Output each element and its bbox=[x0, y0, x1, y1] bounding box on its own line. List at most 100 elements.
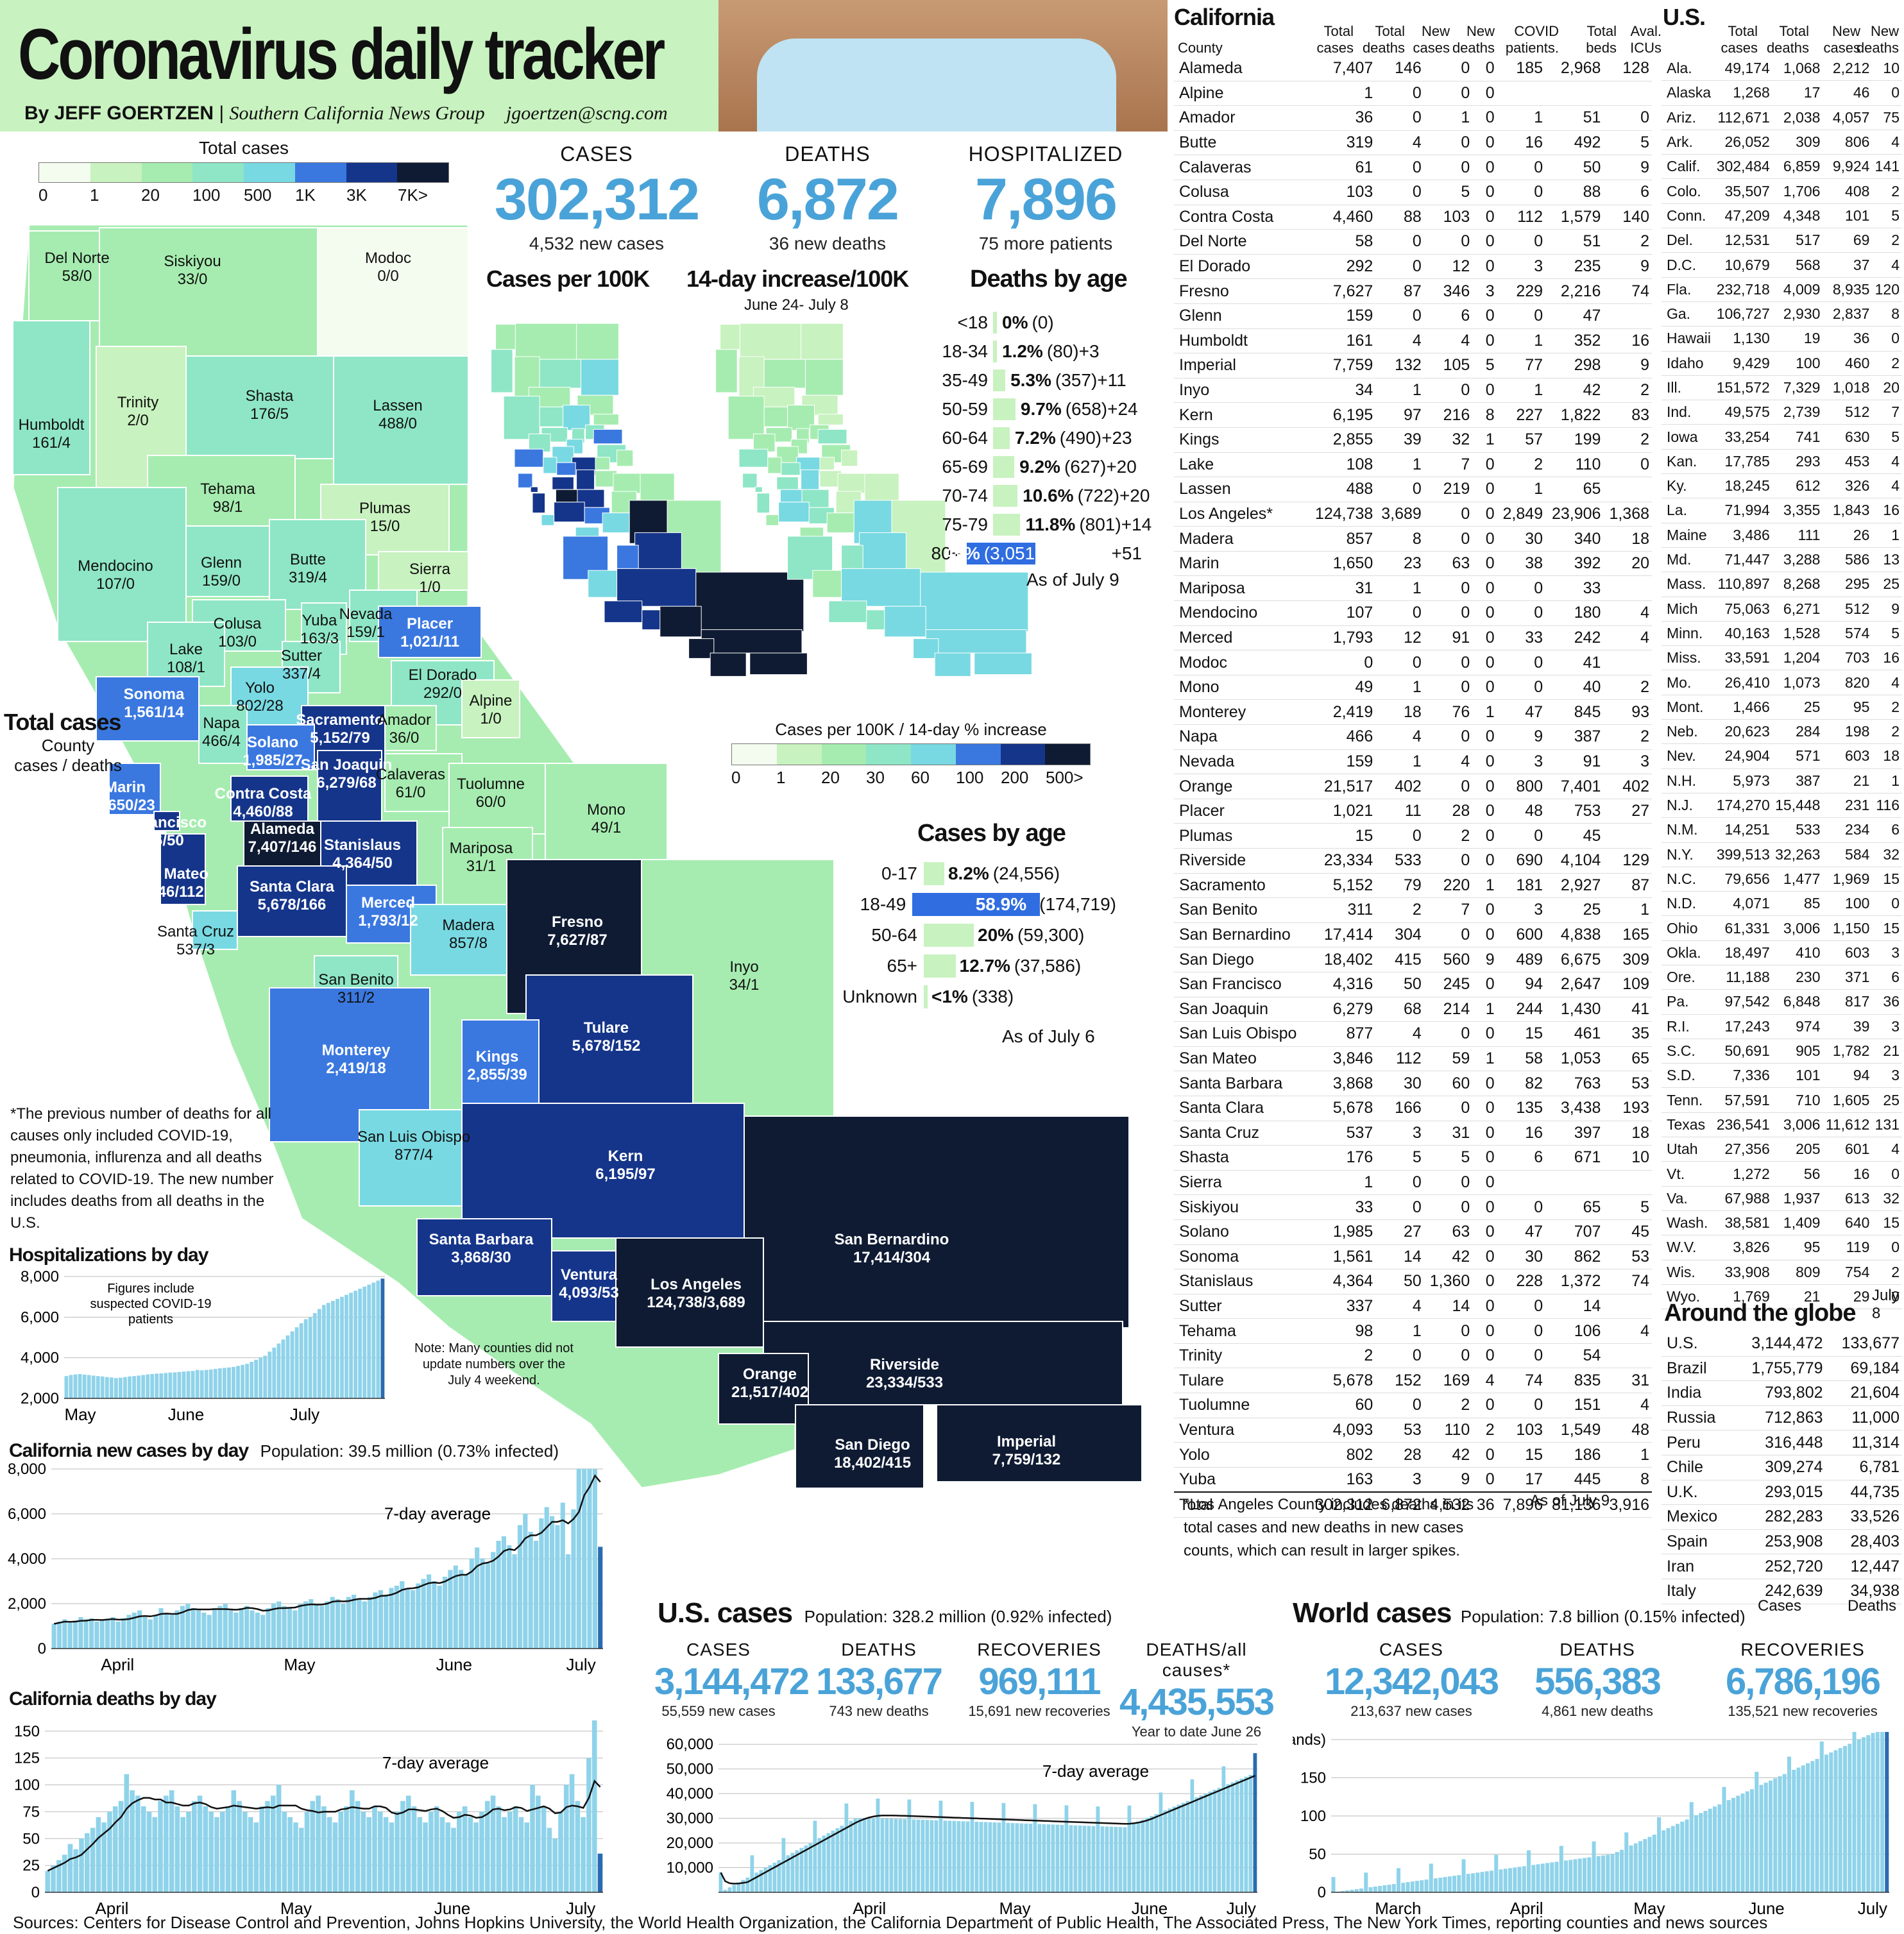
ca-table-row-cell: 292 bbox=[1308, 254, 1376, 280]
ca-table-row-cell: 0 bbox=[1472, 675, 1497, 700]
mini-county-shape bbox=[593, 414, 619, 425]
bar bbox=[191, 1608, 196, 1649]
ca-table-row-cell: 63 bbox=[1424, 1219, 1473, 1245]
county-shape bbox=[96, 676, 200, 742]
ca-table-row-cell: 3 bbox=[1603, 749, 1652, 775]
ca-table-row-cell: 151 bbox=[1545, 1393, 1604, 1418]
bar bbox=[400, 1801, 405, 1892]
bar bbox=[394, 1586, 400, 1649]
bar bbox=[303, 1601, 309, 1649]
mini-county-shape bbox=[495, 324, 516, 350]
ca-table-row-cell: 560 bbox=[1424, 947, 1473, 972]
bar bbox=[965, 1821, 970, 1892]
bar bbox=[1082, 1826, 1087, 1892]
bar bbox=[146, 1374, 150, 1398]
us-table-row-cell: 1,477 bbox=[1772, 867, 1823, 892]
bar bbox=[507, 1545, 512, 1649]
us-table-row-cell: 2 bbox=[1872, 351, 1902, 376]
county-name-label: San Bernardino bbox=[835, 1231, 949, 1248]
us-table-row-name: Neb. bbox=[1662, 719, 1714, 745]
bar bbox=[321, 1305, 326, 1398]
ca-table-row-cell: 1 bbox=[1375, 452, 1424, 478]
bar bbox=[763, 1867, 768, 1892]
x-tick-label: May bbox=[284, 1655, 315, 1674]
us-cases-block: CASES 3,144,472 55,559 new cases bbox=[654, 1640, 810, 1720]
x-tick-label: May bbox=[999, 1899, 1030, 1918]
bar bbox=[416, 1583, 421, 1649]
globe-table-row-cell: 69,184 bbox=[1825, 1356, 1902, 1382]
us-table-row-cell: 4 bbox=[1872, 130, 1902, 155]
ca-table-row-cell: 3 bbox=[1375, 1121, 1424, 1146]
us-table-row: Mich 75,063 6,271 512 9 bbox=[1662, 597, 1902, 622]
county-value-label: 7,407/146 bbox=[248, 838, 317, 856]
cases-age-count: (24,556) bbox=[992, 863, 1060, 883]
ca-table-row-cell: 15 bbox=[1497, 1442, 1546, 1468]
ca-table-row: Mono 49 1 0 0 0 40 2 bbox=[1174, 675, 1652, 700]
county-value-label: 4,460/88 bbox=[233, 803, 293, 820]
us-table-row-cell: 32 bbox=[1872, 842, 1902, 867]
us-cases-title: U.S. cases bbox=[658, 1597, 793, 1629]
bar bbox=[1615, 1852, 1619, 1892]
bar bbox=[290, 1331, 294, 1398]
county-shape bbox=[384, 705, 437, 751]
ca-table-row-cell: 2 bbox=[1424, 823, 1473, 849]
us-table-row-cell: 568 bbox=[1772, 252, 1823, 278]
ca-table-row-cell: 0 bbox=[1424, 675, 1473, 700]
ca-table-row-cell: 5 bbox=[1472, 353, 1497, 378]
us-table-row-cell: 141 bbox=[1872, 154, 1902, 180]
deaths-age-label: 80+ bbox=[931, 543, 962, 563]
us-table-row-cell: 1,528 bbox=[1772, 621, 1823, 647]
byline-email[interactable]: jgoertzen@scng.com bbox=[506, 103, 668, 124]
bar bbox=[1217, 1788, 1221, 1892]
county-name-label: Alpine bbox=[470, 692, 513, 709]
ca-table-row-cell: 4 bbox=[1603, 625, 1652, 651]
county-value-label: 98/1 bbox=[213, 498, 243, 516]
x-tick-label: March bbox=[1375, 1899, 1421, 1918]
us-table-row-cell: 295 bbox=[1823, 572, 1873, 597]
bar bbox=[831, 1830, 835, 1892]
bar bbox=[1731, 1797, 1736, 1892]
ca-table-row: Sutter 337 4 14 0 0 14 bbox=[1174, 1294, 1652, 1319]
county-value-label: 15/0 bbox=[370, 518, 400, 535]
bar bbox=[180, 1606, 185, 1649]
bar bbox=[1190, 1779, 1194, 1892]
county-value-label: 31/1 bbox=[466, 858, 497, 875]
mini-legend-swatch bbox=[955, 744, 1001, 765]
bar bbox=[115, 1622, 121, 1649]
us-table-row-cell: 4 bbox=[1872, 1137, 1902, 1162]
us-table-row-name: Pa. bbox=[1662, 989, 1714, 1015]
bar bbox=[201, 1613, 207, 1649]
y-tick-label: 100 bbox=[1300, 1808, 1326, 1825]
us-table-row-cell: 37 bbox=[1823, 252, 1873, 278]
ca-table-row-cell: 0 bbox=[1603, 452, 1652, 478]
bar bbox=[265, 1801, 270, 1892]
ca-table-row-cell: 0 bbox=[1472, 1145, 1497, 1171]
us-deaths-value: 133,677 bbox=[816, 1661, 943, 1702]
us-table-row-cell: 3 bbox=[1872, 1014, 1902, 1039]
ca-table-row-cell: 54 bbox=[1545, 1343, 1604, 1369]
ca-table-row-cell: 1 bbox=[1308, 1170, 1376, 1196]
county-value-label: 466/4 bbox=[202, 733, 241, 750]
bar bbox=[371, 1282, 376, 1398]
world-deaths-block: DEATHS 556,383 4,861 new deaths bbox=[1520, 1640, 1674, 1720]
ca-table-row-cell: 0 bbox=[1375, 600, 1424, 626]
county-name-label: Napa bbox=[203, 715, 240, 732]
mini-legend-swatch bbox=[732, 744, 777, 765]
ca-cases-block: CASES 302,312 4,532 new cases bbox=[494, 142, 701, 254]
bar bbox=[99, 1620, 105, 1649]
mini-county-shape bbox=[695, 572, 804, 632]
us-table-row-cell: 36 bbox=[1823, 326, 1873, 352]
x-tick-label: May bbox=[1633, 1899, 1665, 1918]
bar bbox=[1177, 1804, 1181, 1892]
us-table-row-cell: 94 bbox=[1823, 1063, 1873, 1089]
ca-table-row: Sacramento 5,152 79 220 1 181 2,927 87 bbox=[1174, 873, 1652, 899]
us-table-row-cell: 5,973 bbox=[1713, 768, 1772, 793]
bar bbox=[1819, 1741, 1824, 1892]
ca-table-row-cell: 30 bbox=[1497, 1244, 1546, 1270]
ca-table-row-cell: 39 bbox=[1375, 427, 1424, 453]
bar bbox=[822, 1835, 826, 1892]
deaths-age-delta: +20 bbox=[1119, 485, 1150, 505]
ca-table-row-cell: 0 bbox=[1424, 724, 1473, 750]
bar bbox=[1203, 1793, 1208, 1892]
deaths-age-row: <18 0% (0) bbox=[911, 308, 1168, 337]
